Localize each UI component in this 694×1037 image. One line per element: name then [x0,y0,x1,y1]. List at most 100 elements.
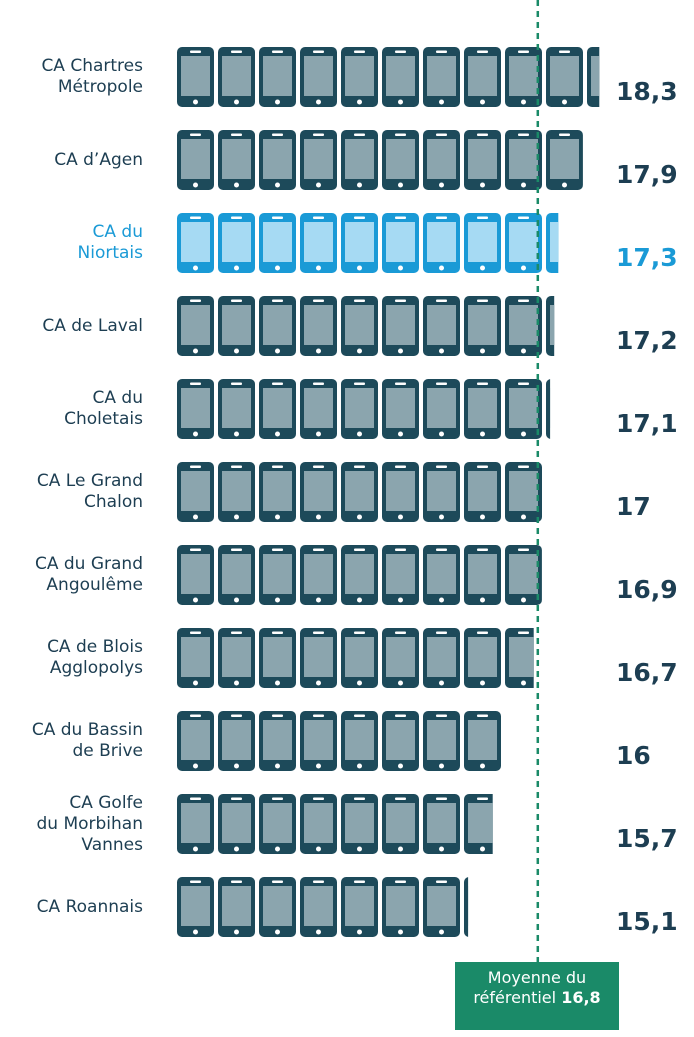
phone-screen [427,886,456,926]
phone-button [357,763,362,769]
phone-screen [304,56,333,96]
phone-speaker [354,216,365,219]
phone-screen [386,56,415,96]
phone-button [521,431,526,437]
phone-button [521,99,526,105]
phone-screen [181,803,210,843]
phone-screen [181,471,210,511]
phone-button [480,431,485,437]
bar [177,545,542,605]
phone-speaker [436,548,447,551]
phone-screen [427,222,456,262]
phone-screen [304,720,333,760]
phone-screen [468,139,497,179]
phone-speaker [313,631,324,634]
phone-speaker [231,465,242,468]
phone-screen [304,554,333,594]
phone-speaker [231,548,242,551]
phone-button [275,348,280,354]
phone-speaker [313,382,324,385]
phone-screen [550,222,559,262]
phone-button [562,266,567,271]
phone-button [480,182,485,188]
phone-button [439,99,444,105]
phone-screen [509,222,538,262]
phone-speaker [272,216,283,219]
phone-screen [427,388,456,428]
phone-button [439,597,444,603]
bar [177,462,542,522]
phone-screen [468,388,497,428]
category-label: CA Roannais [36,896,143,917]
value-label: 17 [616,492,651,521]
phone-speaker [313,465,324,468]
phone-speaker [559,300,570,303]
phone-screen [345,637,374,677]
phone-screen [263,139,292,179]
phone-screen [181,139,210,179]
phone-speaker [190,50,201,53]
phone-button [234,99,239,105]
phone-button [234,514,239,520]
phone-screen [222,720,251,760]
phone-button [398,680,403,686]
phone-button [398,846,403,852]
phone-speaker [436,382,447,385]
category-label: CA Chartres Métropole [41,56,143,97]
phone-screen [427,471,456,511]
phone-button [275,265,280,271]
phone-screen [345,554,374,594]
phone-screen [304,886,333,926]
phone-button [562,432,567,437]
phone-screen [345,803,374,843]
phone-speaker [395,631,406,634]
phone-button [193,348,198,354]
phone-button [439,846,444,852]
phone-speaker [354,299,365,302]
phone-screen [468,803,493,843]
phone-button [316,348,321,354]
phone-screen [427,554,456,594]
phone-button [316,99,321,105]
phone-speaker [272,133,283,136]
phone-speaker [477,50,488,53]
phone-speaker [272,465,283,468]
phone-screen [181,388,210,428]
phone-speaker [518,50,529,53]
phone-speaker [518,465,529,468]
phone-button [480,846,485,852]
phone-button [357,182,362,188]
phone-speaker [559,50,570,53]
phone-button [234,929,239,935]
value-label: 17,9 [616,160,678,189]
phone-screen [386,305,415,345]
phone-screen [386,803,415,843]
phone-speaker [518,216,529,219]
phone-screen [263,222,292,262]
phone-button [398,431,403,437]
phone-speaker [190,133,201,136]
phone-speaker [354,631,365,634]
phone-screen [386,720,415,760]
phone-speaker [518,631,529,634]
phone-speaker [395,465,406,468]
value-label: 18,3 [616,77,678,106]
phone-screen [427,56,456,96]
phone-screen [427,720,456,760]
phone-speaker [190,797,201,800]
phone-button [357,846,362,852]
phone-button [193,514,198,520]
phone-speaker [559,383,570,386]
category-label: CA Le Grand Chalon [36,471,143,512]
phone-screen [304,637,333,677]
phone-speaker [395,133,406,136]
phone-screen [181,305,210,345]
bar [177,213,567,273]
phone-button [193,680,198,686]
phone-speaker [395,216,406,219]
phone-button [193,99,198,105]
phone-button [234,348,239,354]
phone-button [521,680,526,686]
phone-button [480,99,485,105]
phone-button [357,431,362,437]
